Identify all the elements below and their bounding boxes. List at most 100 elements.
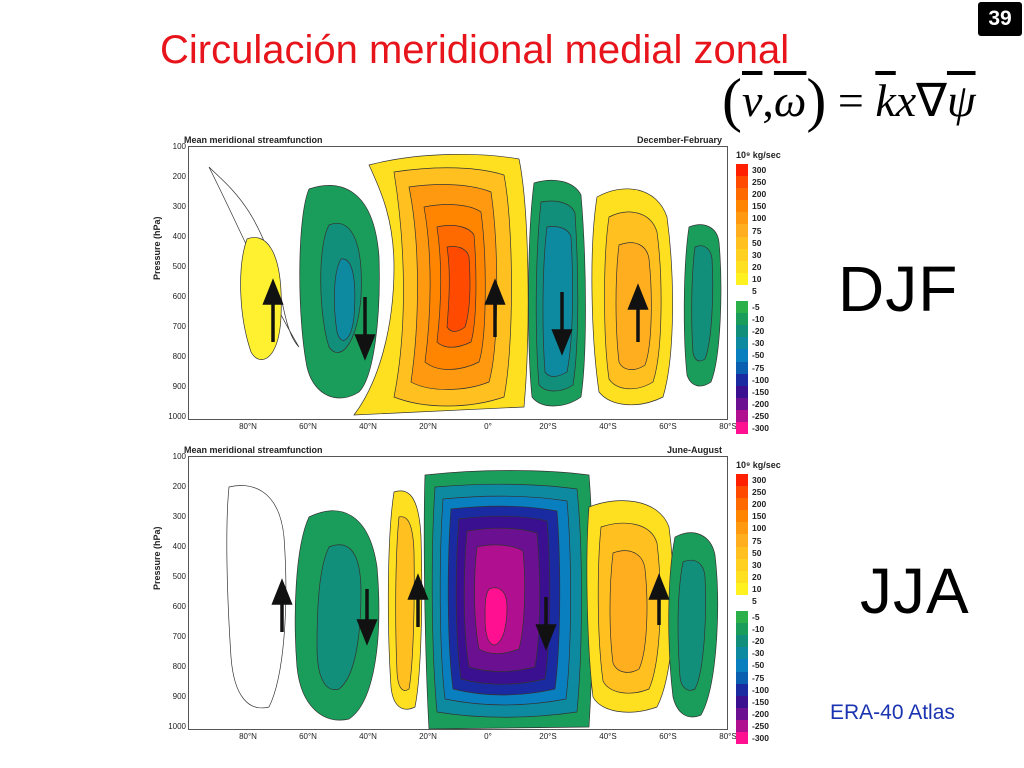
colorbar-entry: 150 bbox=[736, 200, 816, 213]
colorbar-entry: 30 bbox=[736, 248, 816, 261]
y-tick-label: 500 bbox=[172, 572, 186, 581]
colorbar-swatch bbox=[736, 498, 748, 511]
x-tick-label: 80°N bbox=[239, 422, 257, 431]
colorbar-swatch bbox=[736, 272, 748, 285]
formula-x: x bbox=[895, 75, 917, 126]
panel-jja-colorbar: 10⁹ kg/sec 300 250 200 150 100 75 50 30 20 10 5 -5-… bbox=[736, 460, 816, 745]
colorbar-label: -200 bbox=[752, 398, 770, 409]
colorbar-label: -10 bbox=[752, 624, 765, 635]
colorbar-entry: -50 bbox=[736, 659, 816, 672]
colorbar-entry: -50 bbox=[736, 349, 816, 362]
colorbar-entry: -75 bbox=[736, 671, 816, 684]
colorbar-entry: 300 bbox=[736, 164, 816, 177]
colorbar-swatch bbox=[736, 611, 748, 624]
y-tick-label: 800 bbox=[172, 352, 186, 361]
colorbar-label: -100 bbox=[752, 684, 770, 695]
panel-jja-title: Mean meridional streamfunction bbox=[184, 445, 323, 455]
x-tick-label: 0° bbox=[484, 422, 492, 431]
panel-jja-season: June-August bbox=[667, 445, 722, 455]
y-tick-label: 700 bbox=[172, 632, 186, 641]
colorbar-label: 50 bbox=[752, 237, 762, 248]
colorbar-swatch bbox=[736, 236, 748, 249]
y-tick-label: 300 bbox=[172, 512, 186, 521]
colorbar-swatch bbox=[736, 474, 748, 487]
colorbar-swatch bbox=[736, 337, 748, 350]
colorbar-entry: 5 bbox=[736, 594, 816, 608]
x-tick-label: 80°S bbox=[719, 422, 737, 431]
formula-omega: ω bbox=[773, 75, 807, 126]
y-tick-label: 200 bbox=[172, 482, 186, 491]
formula-psi: ψ bbox=[946, 75, 976, 126]
y-tick-label: 900 bbox=[172, 382, 186, 391]
colorbar-entry: -200 bbox=[736, 397, 816, 410]
colorbar-swatch bbox=[736, 188, 748, 201]
colorbar-entry: 20 bbox=[736, 260, 816, 273]
colorbar-label: 10 bbox=[752, 273, 762, 284]
colorbar-label: -50 bbox=[752, 660, 765, 671]
colorbar-label: -75 bbox=[752, 672, 765, 683]
colorbar-swatch bbox=[736, 164, 748, 177]
colorbar-swatch bbox=[736, 558, 748, 571]
panel-djf-ylabel: Pressure (hPa) bbox=[152, 216, 162, 280]
colorbar-label: 200 bbox=[752, 499, 767, 510]
colorbar-label: -30 bbox=[752, 338, 765, 349]
colorbar-label: -250 bbox=[752, 720, 770, 731]
colorbar-entry: 10 bbox=[736, 582, 816, 595]
colorbar-swatch bbox=[736, 707, 748, 720]
formula-comma: , bbox=[762, 75, 774, 126]
colorbar-swatch bbox=[736, 176, 748, 189]
x-tick-label: 60°S bbox=[659, 732, 677, 741]
x-tick-label: 60°S bbox=[659, 422, 677, 431]
colorbar-swatch bbox=[736, 397, 748, 410]
colorbar-label: 100 bbox=[752, 213, 767, 224]
colorbar-label: 10 bbox=[752, 583, 762, 594]
colorbar-label: 75 bbox=[752, 225, 762, 236]
x-tick-label: 80°S bbox=[719, 732, 737, 741]
colorbar-entry: -5 bbox=[736, 611, 816, 624]
colorbar-entry: -10 bbox=[736, 313, 816, 326]
colorbar-label: 200 bbox=[752, 189, 767, 200]
colorbar-label: -20 bbox=[752, 326, 765, 337]
y-tick-label: 300 bbox=[172, 202, 186, 211]
colorbar-label: 20 bbox=[752, 261, 762, 272]
x-tick-label: 20°N bbox=[419, 422, 437, 431]
colorbar-label: -10 bbox=[752, 314, 765, 325]
colorbar-entry: 300 bbox=[736, 474, 816, 487]
colorbar-label: 300 bbox=[752, 165, 767, 176]
colorbar-entry: -250 bbox=[736, 409, 816, 422]
source-note: ERA-40 Atlas bbox=[830, 701, 955, 724]
colorbar-entry: -150 bbox=[736, 385, 816, 398]
colorbar-swatch bbox=[736, 349, 748, 362]
colorbar-entry: 250 bbox=[736, 486, 816, 499]
colorbar-swatch bbox=[736, 534, 748, 547]
colorbar-entry: -250 bbox=[736, 719, 816, 732]
colorbar-entry: 200 bbox=[736, 498, 816, 511]
colorbar-swatch bbox=[736, 594, 748, 608]
y-tick-label: 200 bbox=[172, 172, 186, 181]
colorbar-swatch bbox=[736, 570, 748, 583]
panel-djf: Mean meridional streamfunction December-… bbox=[150, 130, 810, 435]
colorbar-entry: -200 bbox=[736, 707, 816, 720]
colorbar-label: -300 bbox=[752, 423, 770, 434]
colorbar-swatch bbox=[736, 582, 748, 595]
colorbar-list: 300 250 200 150 100 75 50 30 20 10 5 -5 -10 -20 -30 -50… bbox=[736, 164, 816, 435]
colorbar-entry: 200 bbox=[736, 188, 816, 201]
colorbar-entry: 75 bbox=[736, 534, 816, 547]
colorbar-swatch bbox=[736, 200, 748, 213]
colorbar-label: -300 bbox=[752, 733, 770, 744]
colorbar-label: 250 bbox=[752, 487, 767, 498]
colorbar-swatch bbox=[736, 248, 748, 261]
colorbar-entry: 20 bbox=[736, 570, 816, 583]
x-tick-label: 20°N bbox=[419, 732, 437, 741]
colorbar-label: 50 bbox=[752, 547, 762, 558]
x-tick-label: 20°S bbox=[539, 422, 557, 431]
colorbar-label: 100 bbox=[752, 523, 767, 534]
colorbar-entry: -300 bbox=[736, 421, 816, 435]
colorbar-label: 5 bbox=[752, 595, 757, 606]
colorbar-entry: -300 bbox=[736, 731, 816, 745]
y-tick-label: 900 bbox=[172, 692, 186, 701]
colorbar-swatch bbox=[736, 719, 748, 732]
panel-djf-title: Mean meridional streamfunction bbox=[184, 135, 323, 145]
colorbar-entry: -100 bbox=[736, 683, 816, 696]
colorbar-entry: -20 bbox=[736, 635, 816, 648]
